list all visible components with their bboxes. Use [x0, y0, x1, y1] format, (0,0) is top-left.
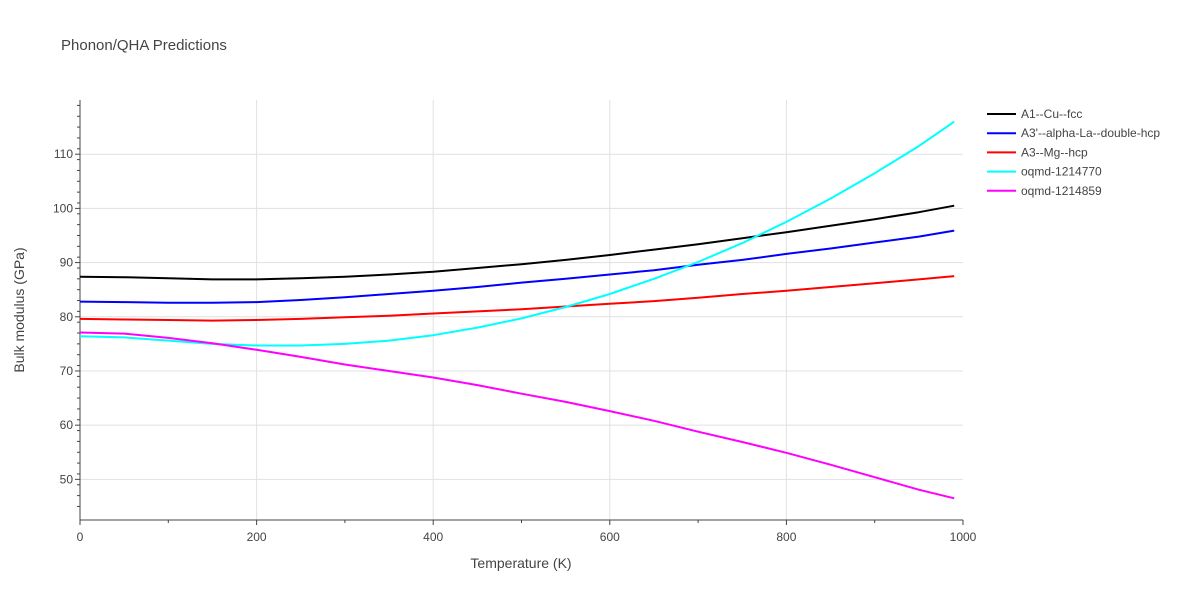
y-tick-label: 70 — [60, 364, 74, 378]
y-tick-label: 110 — [54, 147, 73, 161]
legend: A1--Cu--fcc A3'--alpha-La--double-hcp A3--… — [987, 107, 1160, 198]
series-line-3 — [79, 120, 955, 347]
x-tick-label: 200 — [247, 530, 267, 544]
series-line-4 — [79, 331, 955, 500]
x-tick-label: 1000 — [950, 530, 977, 544]
y-tick-label: 80 — [60, 310, 74, 324]
legend-label: oqmd-1214770 — [1021, 165, 1102, 179]
legend-label: A1--Cu--fcc — [1021, 107, 1082, 121]
legend-label: oqmd-1214859 — [1021, 184, 1102, 198]
y-tick-label: 100 — [53, 201, 73, 215]
chart-title: Phonon/QHA Predictions — [61, 37, 227, 54]
series-line-0 — [79, 204, 955, 281]
y-tick-label: 90 — [60, 256, 74, 270]
x-tick-label: 0 — [77, 530, 84, 544]
gridlines — [80, 100, 963, 520]
x-tick-label: 600 — [600, 530, 620, 544]
y-tick-label: 50 — [60, 472, 74, 486]
x-tick-label: 400 — [423, 530, 443, 544]
series-line-1 — [79, 229, 955, 304]
series-line-2 — [79, 275, 955, 322]
y-axis-title: Bulk modulus (GPa) — [11, 247, 27, 372]
legend-label: A3'--alpha-La--double-hcp — [1021, 126, 1160, 140]
legend-label: A3--Mg--hcp — [1021, 145, 1088, 159]
y-tick-label: 60 — [60, 418, 74, 432]
plot-area — [79, 120, 955, 500]
axes: 0 200 400 600 800 1000 50 60 70 80 90 100 110 — [53, 100, 977, 544]
x-axis-title: Temperature (K) — [470, 555, 571, 571]
x-tick-label: 800 — [776, 530, 796, 544]
